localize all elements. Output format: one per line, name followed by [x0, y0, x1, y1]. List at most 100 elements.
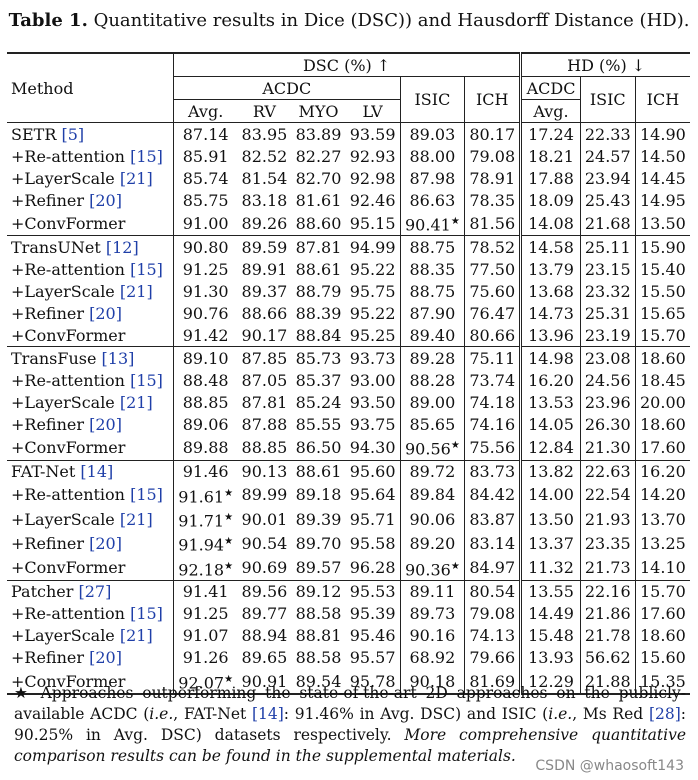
- value: 85.91: [182, 146, 229, 166]
- method-name: TransFuse: [11, 348, 102, 368]
- value: 88.58: [295, 604, 342, 624]
- value-cell: 87.98: [399, 167, 465, 189]
- value: 95.15: [349, 213, 396, 233]
- value-cell: 94.30: [346, 435, 401, 460]
- hd-acdc-header: ACDC: [519, 76, 581, 100]
- value-cell: 15.70: [634, 324, 690, 347]
- value: 83.18: [241, 190, 288, 210]
- value: 87.85: [241, 348, 288, 368]
- value-cell: 18.60: [634, 413, 690, 436]
- table-row: +ConvFormer 91.42 90.17 88.84 95.25 89.40 80.6…: [7, 324, 690, 347]
- value: 14.73: [528, 303, 574, 323]
- value: 90.36: [405, 559, 451, 579]
- value-cell: 90.17: [237, 324, 291, 347]
- value: 75.11: [469, 348, 516, 368]
- value: 95.46: [349, 626, 396, 646]
- value-cell: 95.15: [346, 211, 401, 236]
- value: 90.13: [241, 462, 288, 482]
- value: 18.09: [528, 190, 574, 210]
- value-cell: 13.25: [634, 531, 690, 556]
- value-cell: 21.86: [579, 602, 636, 625]
- value-cell: 90.56★: [399, 435, 465, 461]
- value: 75.56: [469, 437, 516, 457]
- value: 92.93: [349, 146, 396, 166]
- value-cell: 20.00: [634, 391, 690, 414]
- value-cell: 83.87: [464, 506, 521, 532]
- value: 89.03: [409, 124, 456, 144]
- value: 91.30: [182, 281, 229, 301]
- value-cell: 18.09: [519, 189, 581, 211]
- value: 21.73: [584, 558, 631, 578]
- value: 18.60: [640, 348, 686, 368]
- value-cell: 95.71: [346, 507, 401, 531]
- value-cell: 13.50: [634, 211, 690, 236]
- value: 87.05: [241, 370, 288, 390]
- value-cell: 95.39: [346, 603, 401, 625]
- value: 90.80: [182, 237, 229, 257]
- value-cell: 13.96: [519, 324, 581, 347]
- method-name: +LayerScale: [11, 281, 120, 301]
- value-cell: 14.73: [519, 302, 581, 325]
- value-cell: 18.60: [634, 624, 690, 647]
- value: 23.94: [584, 168, 631, 188]
- value: 23.15: [584, 259, 631, 279]
- value: 91.42: [182, 325, 229, 345]
- method-cell: TransFuse [13]: [7, 346, 174, 370]
- method-name: +ConvFormer: [11, 558, 126, 578]
- value-cell: 13.82: [519, 459, 581, 483]
- value-cell: 90.91: [237, 668, 292, 696]
- value-cell: 88.79: [291, 280, 345, 302]
- citation: [15]: [130, 370, 163, 390]
- value-cell: 21.88: [579, 668, 636, 696]
- lv-header: LV: [362, 101, 383, 121]
- value-cell: 74.13: [464, 624, 521, 647]
- value: 88.58: [295, 648, 342, 668]
- table-row: SETR [5] 87.14 83.95 83.89 93.59 89.03 80.17 17…: [7, 122, 690, 145]
- value-cell: 82.70: [291, 167, 345, 189]
- value: 21.30: [584, 437, 631, 457]
- value: 92.07: [178, 673, 225, 693]
- value-cell: 14.08: [519, 211, 581, 236]
- value: 82.70: [295, 168, 342, 188]
- value: 78.35: [469, 190, 516, 210]
- value-cell: 89.57: [291, 556, 345, 581]
- value-cell: 91.07: [172, 624, 238, 647]
- value: 13.50: [528, 509, 574, 529]
- value: 89.39: [295, 509, 342, 529]
- value: 87.14: [182, 124, 229, 144]
- value-cell: 89.12: [291, 579, 346, 603]
- value: 83.73: [469, 462, 516, 482]
- value-cell: 89.99: [237, 483, 291, 507]
- value-cell: 92.93: [346, 145, 401, 167]
- value: 89.59: [241, 237, 288, 257]
- value: 15.35: [640, 671, 686, 691]
- value: 17.60: [640, 437, 686, 457]
- value: 89.84: [409, 485, 456, 505]
- value-cell: 77.50: [464, 258, 521, 281]
- value-cell: 80.66: [464, 324, 521, 347]
- value: 21.68: [584, 213, 631, 233]
- value: 94.99: [349, 237, 396, 257]
- value: 15.65: [640, 303, 686, 323]
- value: 91.94: [178, 535, 225, 555]
- value: 83.14: [469, 533, 516, 553]
- value: 93.75: [349, 414, 396, 434]
- value-cell: 85.74: [172, 167, 238, 189]
- value: 84.42: [469, 485, 516, 505]
- value: 95.58: [349, 533, 396, 553]
- value-cell: 86.50: [291, 435, 345, 460]
- value: 88.66: [241, 303, 288, 323]
- value-cell: 86.63: [399, 189, 465, 211]
- value-cell: 81.54: [237, 167, 291, 189]
- value-cell: 79.08: [464, 145, 521, 167]
- value-cell: 90.80: [172, 235, 238, 259]
- table-row: +LayerScale [21] 88.85 87.81 85.24 93.50 89.0…: [7, 391, 690, 414]
- value: 13.82: [528, 462, 574, 482]
- method-name: +LayerScale: [11, 392, 120, 412]
- value: 12.84: [528, 437, 574, 457]
- value-cell: 23.32: [579, 280, 636, 303]
- value: 13.96: [528, 325, 574, 345]
- value: 13.79: [528, 259, 574, 279]
- value: 15.70: [640, 325, 686, 345]
- value-cell: 87.81: [291, 235, 346, 259]
